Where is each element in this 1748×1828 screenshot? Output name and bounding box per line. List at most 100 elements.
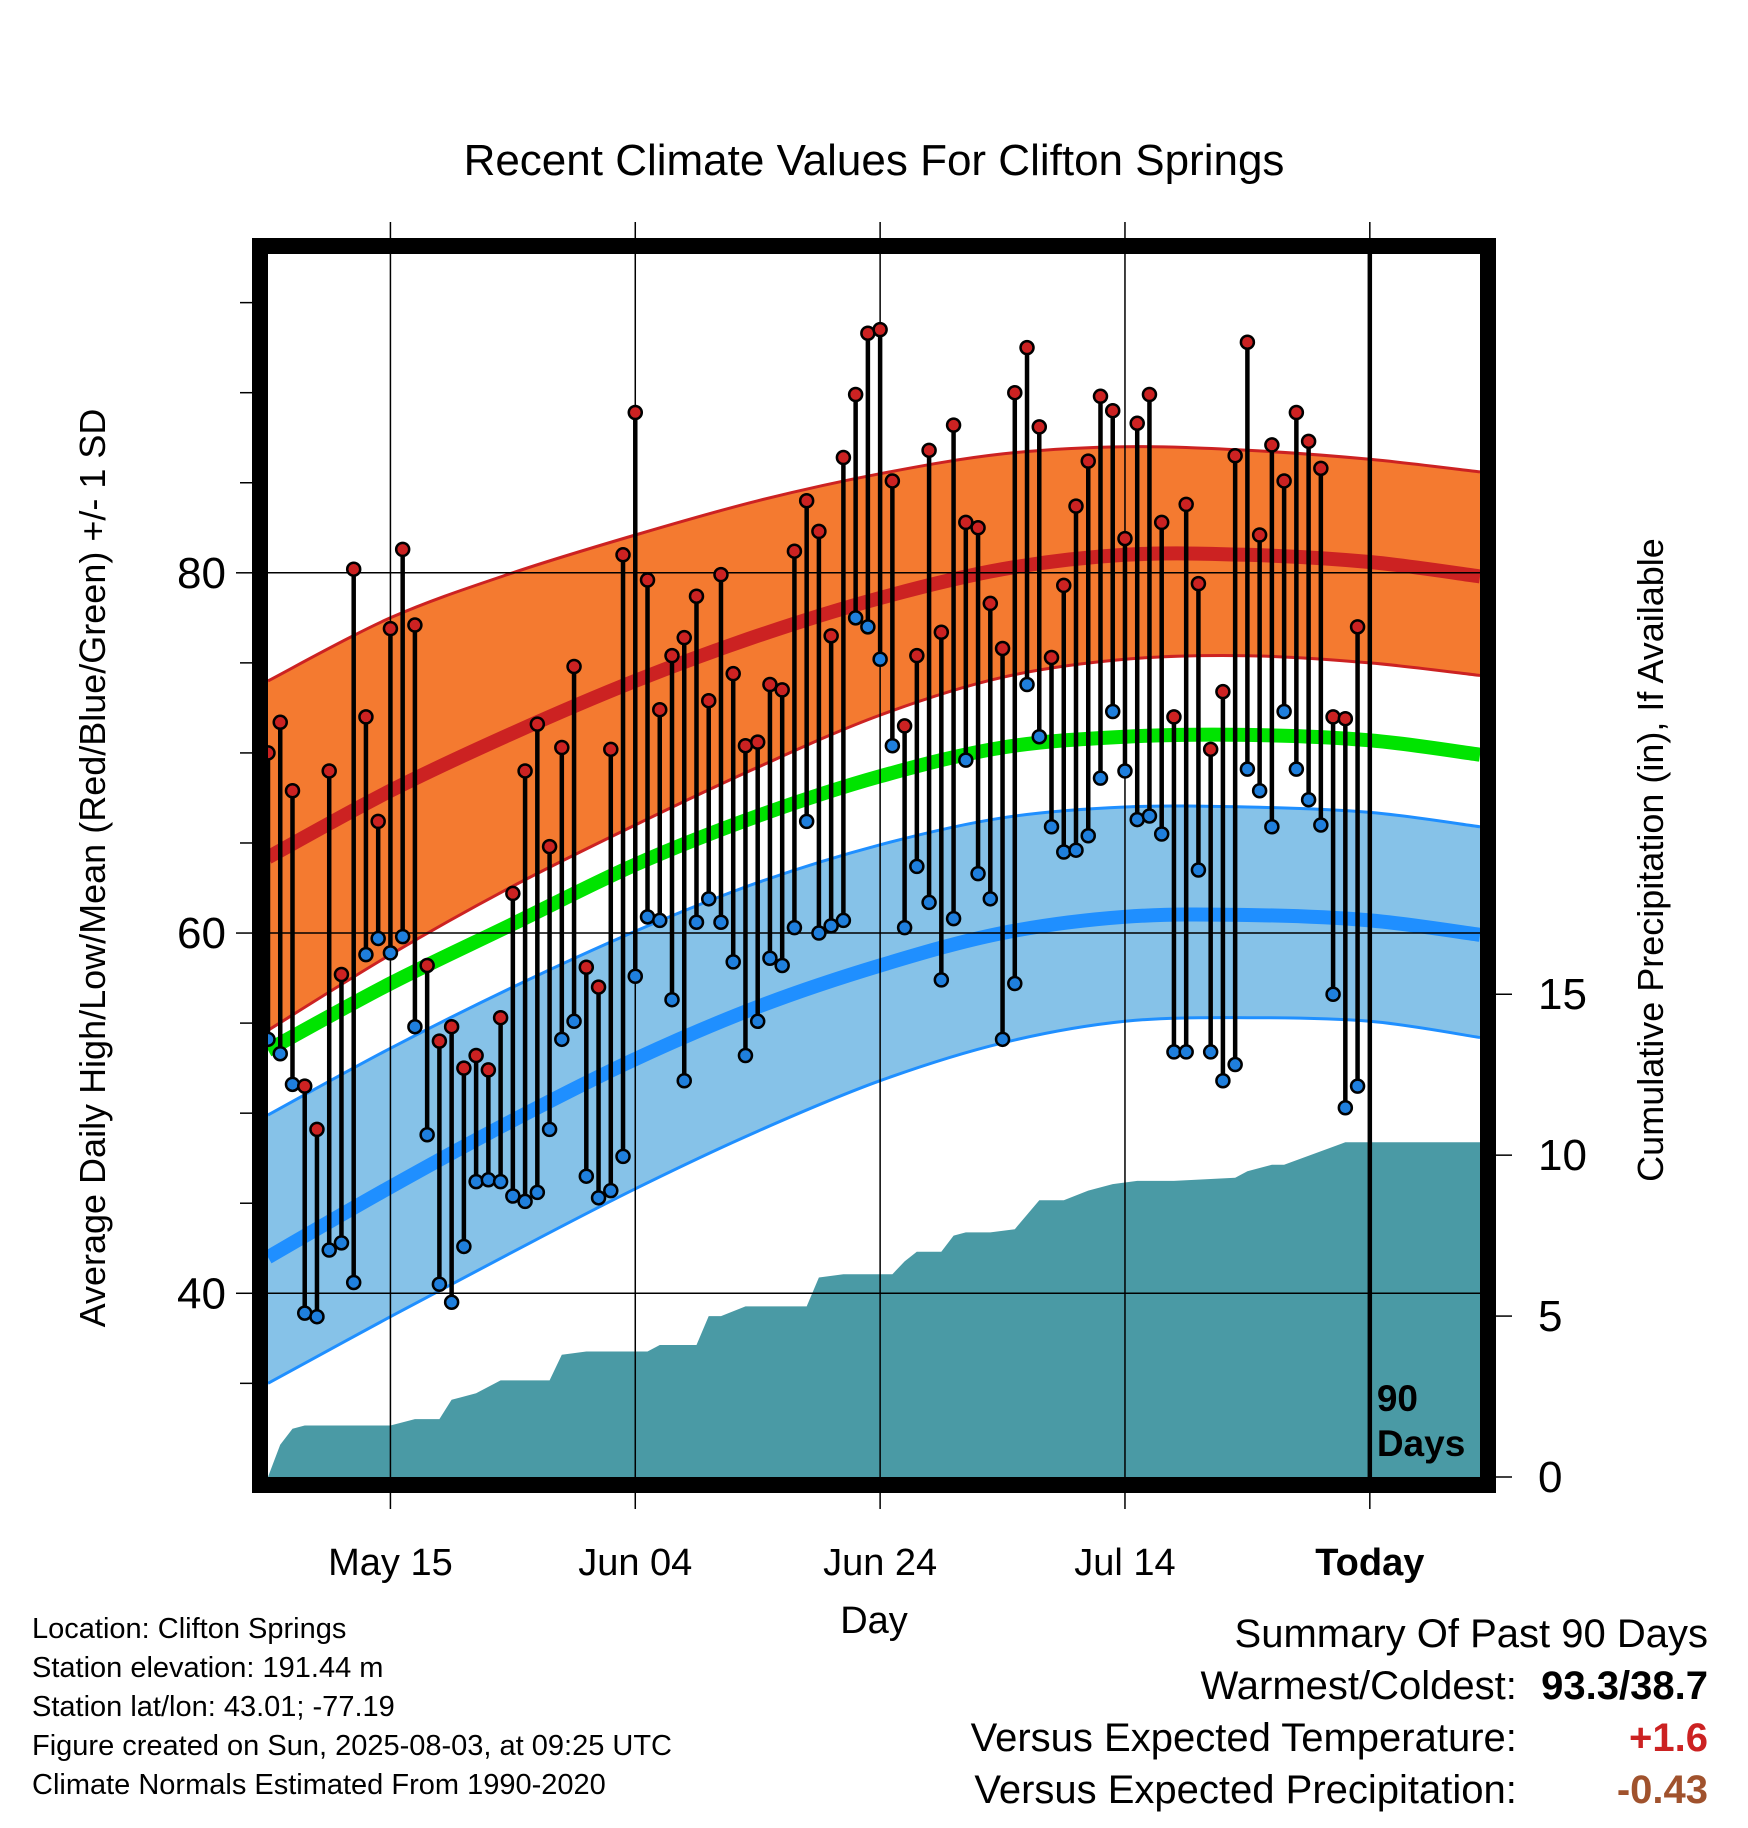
high-point — [1349, 619, 1366, 635]
low-point — [603, 1182, 619, 1199]
low-point — [578, 1168, 595, 1184]
low-point — [725, 954, 741, 970]
precip-label: Versus Expected Precipitation: — [974, 1768, 1517, 1812]
low-sd-band — [268, 805, 1480, 1384]
low-point — [713, 914, 729, 930]
high-point — [1202, 741, 1219, 758]
low-point — [517, 1193, 533, 1210]
high-point — [1337, 710, 1354, 727]
low-point — [970, 865, 986, 882]
low-point — [737, 1047, 754, 1064]
x-tick-label: Jun 04 — [578, 1542, 692, 1584]
low-point — [345, 1274, 362, 1291]
warmest-coldest-label: Warmest/Coldest: — [1200, 1664, 1517, 1708]
high-point — [1178, 496, 1194, 513]
low-point — [1251, 783, 1268, 799]
high-point — [1215, 683, 1231, 700]
summary-title: Summary Of Past 90 Days — [1234, 1612, 1708, 1656]
high-point — [1313, 460, 1329, 477]
high-point — [823, 628, 839, 644]
low-point — [627, 968, 644, 985]
low-point — [284, 1076, 301, 1093]
low-point — [566, 1013, 582, 1030]
low-point — [958, 752, 974, 768]
high-point — [480, 1062, 497, 1078]
y2-tick-label: 10 — [1538, 1131, 1587, 1180]
high-point — [517, 763, 533, 779]
high-point — [884, 473, 901, 489]
high-point — [970, 520, 986, 536]
high-point — [566, 658, 582, 675]
high-point — [982, 595, 999, 612]
y-axis-label: Average Daily High/Low/Mean (Red/Blue/Gr… — [72, 409, 113, 1328]
high-point — [1080, 453, 1096, 469]
low-point — [1092, 770, 1109, 786]
low-point — [896, 919, 913, 936]
high-point — [1104, 402, 1121, 419]
high-point — [994, 640, 1011, 657]
high-point — [296, 1078, 313, 1094]
high-point — [786, 543, 803, 559]
warmest-coldest-row: Warmest/Coldest: 93.3/38.7 — [971, 1660, 1709, 1712]
high-point — [590, 979, 607, 995]
high-point — [419, 957, 435, 974]
high-point — [578, 959, 595, 976]
high-point — [749, 734, 766, 750]
low-point — [786, 919, 803, 936]
low-point — [456, 1238, 472, 1255]
low-point — [652, 912, 668, 929]
low-point — [358, 946, 374, 963]
temp-row: Versus Expected Temperature: +1.6 — [971, 1712, 1708, 1764]
low-point — [676, 1072, 692, 1089]
high-point — [370, 813, 386, 830]
low-point — [1239, 761, 1256, 777]
low-point — [382, 945, 399, 961]
low-point — [1202, 1044, 1219, 1060]
high-point — [909, 647, 925, 664]
temp-label: Versus Expected Temperature: — [970, 1716, 1517, 1760]
low-point — [1019, 676, 1035, 693]
high-point — [394, 541, 411, 558]
y-tick-label: 40 — [177, 1269, 226, 1318]
high-point — [554, 739, 570, 756]
high-point — [1276, 473, 1292, 489]
y2-axis-label: Cumulative Precipitation (in), If Availa… — [1630, 538, 1671, 1182]
high-point — [1264, 437, 1280, 453]
high-point — [1166, 709, 1182, 725]
low-point — [419, 1127, 435, 1143]
low-point — [443, 1294, 460, 1311]
low-point — [492, 1173, 509, 1190]
high-point — [358, 709, 374, 725]
high-point — [725, 665, 741, 682]
high-point — [1056, 577, 1072, 594]
high-point — [811, 523, 827, 540]
high-point — [309, 1121, 325, 1138]
low-point — [700, 891, 717, 907]
high-point — [762, 676, 778, 693]
low-point — [1337, 1100, 1354, 1116]
high-point — [1288, 404, 1305, 421]
elevation-text: Station elevation: 191.44 m — [32, 1652, 384, 1684]
low-point — [1068, 842, 1084, 858]
high-point — [1325, 709, 1341, 725]
plot-frame — [252, 238, 1496, 1493]
low-point — [1141, 808, 1158, 824]
low-point — [1349, 1078, 1366, 1094]
high-point — [1007, 384, 1023, 401]
low-point — [798, 813, 815, 830]
x-axis-label: Day — [840, 1600, 908, 1642]
low-point — [811, 925, 827, 941]
high-point — [933, 624, 950, 640]
high-point — [1251, 527, 1268, 543]
today-marker-label: 90 — [1377, 1378, 1418, 1419]
low-point — [541, 1121, 558, 1138]
low-point — [1300, 792, 1317, 808]
low-point — [664, 991, 680, 1008]
high-point — [688, 588, 705, 604]
high-point — [664, 647, 680, 664]
created-text: Figure created on Sun, 2025-08-03, at 09… — [32, 1730, 672, 1762]
high-point — [958, 514, 974, 531]
high-point — [615, 547, 631, 563]
